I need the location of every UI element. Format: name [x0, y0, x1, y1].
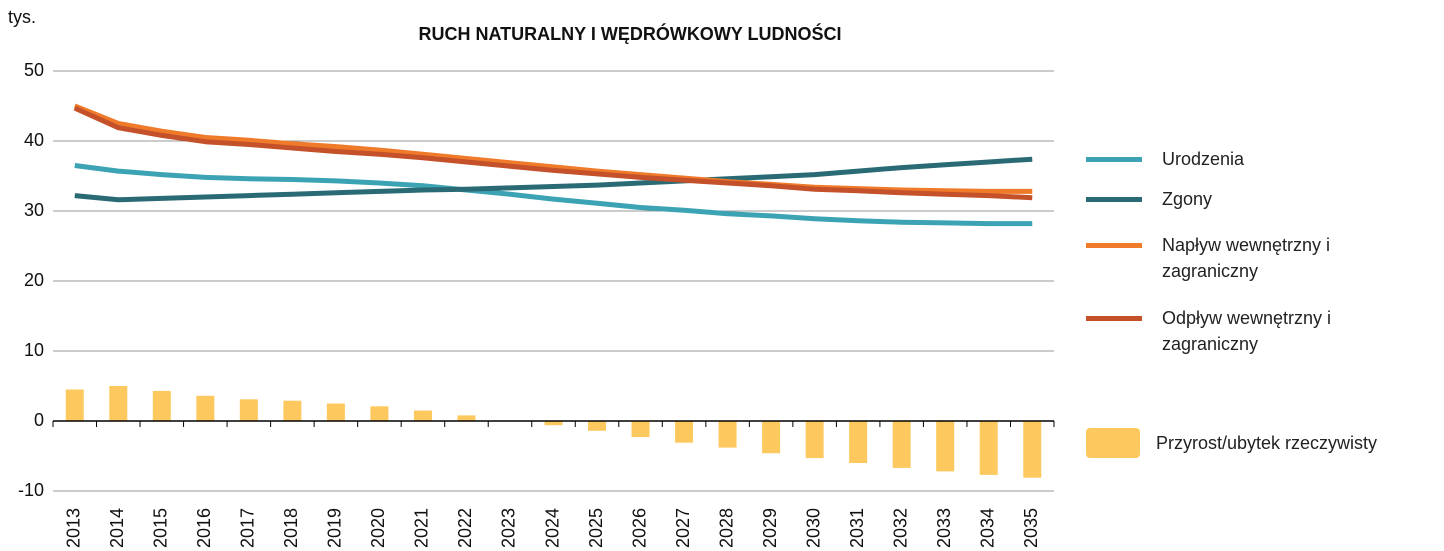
- x-tick-label: 2032: [890, 508, 910, 548]
- y-tick-label: -10: [18, 480, 44, 500]
- bar: [544, 421, 563, 426]
- legend-item: Zgony: [1086, 186, 1362, 212]
- line-series: [74, 163, 1033, 227]
- x-tick-label: 2028: [716, 508, 736, 548]
- x-tick-label: 2031: [847, 508, 867, 548]
- legend-item: Napływ wewnętrzny i zagraniczny: [1086, 232, 1362, 284]
- y-tick-label: 40: [24, 130, 44, 150]
- bar: [196, 395, 215, 421]
- bar: [152, 390, 171, 421]
- bar: [413, 410, 432, 421]
- y-tick-label: 10: [24, 340, 44, 360]
- bar: [718, 421, 737, 448]
- x-tick-label: 2035: [1021, 508, 1041, 548]
- x-tick-label: 2014: [107, 508, 127, 548]
- legend-label: Zgony: [1162, 189, 1213, 209]
- bar: [675, 421, 694, 443]
- x-tick-label: 2034: [977, 508, 997, 548]
- x-tick-label: 2019: [325, 508, 345, 548]
- x-tick-label: 2024: [542, 508, 562, 548]
- bar: [892, 421, 911, 468]
- legend: Urodzenia Zgony Napływ wewnętrzny i zagran…: [1086, 0, 1436, 551]
- legend-item: Urodzenia: [1086, 146, 1362, 172]
- x-tick-label: 2023: [499, 508, 519, 548]
- x-tick-label: 2026: [629, 508, 649, 548]
- legend-swatch: [1086, 428, 1140, 458]
- x-tick-label: 2022: [455, 508, 475, 548]
- y-tick-label: 50: [24, 60, 44, 80]
- legend-item: Odpływ wewnętrzny i zagraniczny: [1086, 305, 1362, 357]
- line-series: [74, 156, 1033, 203]
- x-tick-label: 2020: [368, 508, 388, 548]
- bar: [109, 386, 128, 421]
- legend-label: Przyrost/ubytek rzeczywisty: [1156, 433, 1378, 453]
- bar: [1023, 421, 1042, 478]
- y-tick-label: 0: [34, 410, 44, 430]
- legend-item: Przyrost/ubytek rzeczywisty: [1086, 428, 1426, 458]
- x-tick-label: 2013: [64, 508, 84, 548]
- bar: [762, 421, 781, 454]
- legend-label: Odpływ wewnętrzny i zagraniczny: [1162, 308, 1332, 354]
- chart-title: RUCH NATURALNY I WĘDRÓWKOWY LUDNOŚCI: [419, 23, 842, 44]
- legend-swatch: [1086, 243, 1142, 248]
- x-tick-label: 2030: [803, 508, 823, 548]
- legend-label: Napływ wewnętrzny i zagraniczny: [1162, 235, 1331, 281]
- legend-swatch: [1086, 316, 1142, 321]
- x-tick-label: 2025: [586, 508, 606, 548]
- line-series: [73, 105, 1033, 201]
- bar: [457, 415, 476, 421]
- x-tick-label: 2027: [673, 508, 693, 548]
- y-axis-label: tys.: [8, 7, 36, 27]
- legend-label: Urodzenia: [1162, 149, 1245, 169]
- bar: [849, 421, 868, 463]
- x-tick-label: 2029: [760, 508, 780, 548]
- bar: [936, 421, 955, 472]
- x-tick-label: 2017: [238, 508, 258, 548]
- bar: [631, 421, 650, 438]
- x-tick-label: 2015: [151, 508, 171, 548]
- bar: [65, 389, 84, 421]
- bar: [979, 421, 998, 475]
- x-tick-label: 2021: [412, 508, 432, 548]
- legend-swatch: [1086, 197, 1142, 202]
- legend-swatch: [1086, 157, 1142, 162]
- bar: [283, 400, 302, 421]
- bar: [239, 399, 258, 421]
- y-tick-label: 20: [24, 270, 44, 290]
- x-tick-label: 2033: [934, 508, 954, 548]
- bar: [370, 406, 389, 421]
- bar: [805, 421, 824, 459]
- y-tick-label: 30: [24, 200, 44, 220]
- bar: [326, 403, 345, 421]
- x-tick-label: 2016: [194, 508, 214, 548]
- x-tick-label: 2018: [281, 508, 301, 548]
- bar: [588, 421, 607, 431]
